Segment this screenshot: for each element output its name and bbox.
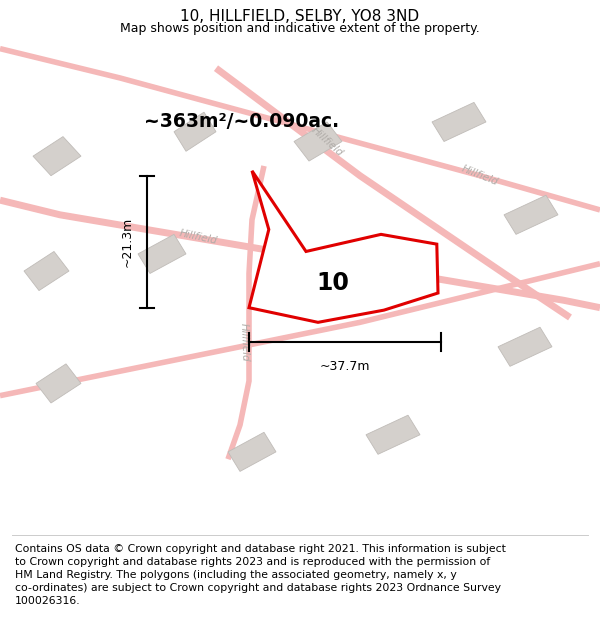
Text: Hillfield: Hillfield: [460, 164, 500, 188]
Polygon shape: [249, 171, 438, 322]
Text: Hillfield: Hillfield: [178, 228, 218, 246]
Text: ~363m²/~0.090ac.: ~363m²/~0.090ac.: [144, 112, 339, 131]
Polygon shape: [294, 122, 342, 161]
Polygon shape: [174, 112, 216, 151]
Polygon shape: [228, 432, 276, 471]
Polygon shape: [138, 234, 186, 274]
Text: ~21.3m: ~21.3m: [121, 217, 134, 267]
Text: ~37.7m: ~37.7m: [320, 361, 370, 374]
Polygon shape: [432, 102, 486, 141]
Polygon shape: [33, 137, 81, 176]
Polygon shape: [504, 195, 558, 234]
Polygon shape: [366, 415, 420, 454]
Polygon shape: [282, 264, 336, 302]
Text: Contains OS data © Crown copyright and database right 2021. This information is : Contains OS data © Crown copyright and d…: [15, 544, 506, 606]
Text: 10, HILLFIELD, SELBY, YO8 3ND: 10, HILLFIELD, SELBY, YO8 3ND: [181, 9, 419, 24]
Polygon shape: [36, 364, 81, 403]
Text: Map shows position and indicative extent of the property.: Map shows position and indicative extent…: [120, 22, 480, 35]
Polygon shape: [498, 328, 552, 366]
Text: Hillfield: Hillfield: [239, 322, 250, 361]
Polygon shape: [24, 251, 69, 291]
Text: Hillfield: Hillfield: [309, 125, 345, 158]
Text: 10: 10: [317, 271, 349, 295]
